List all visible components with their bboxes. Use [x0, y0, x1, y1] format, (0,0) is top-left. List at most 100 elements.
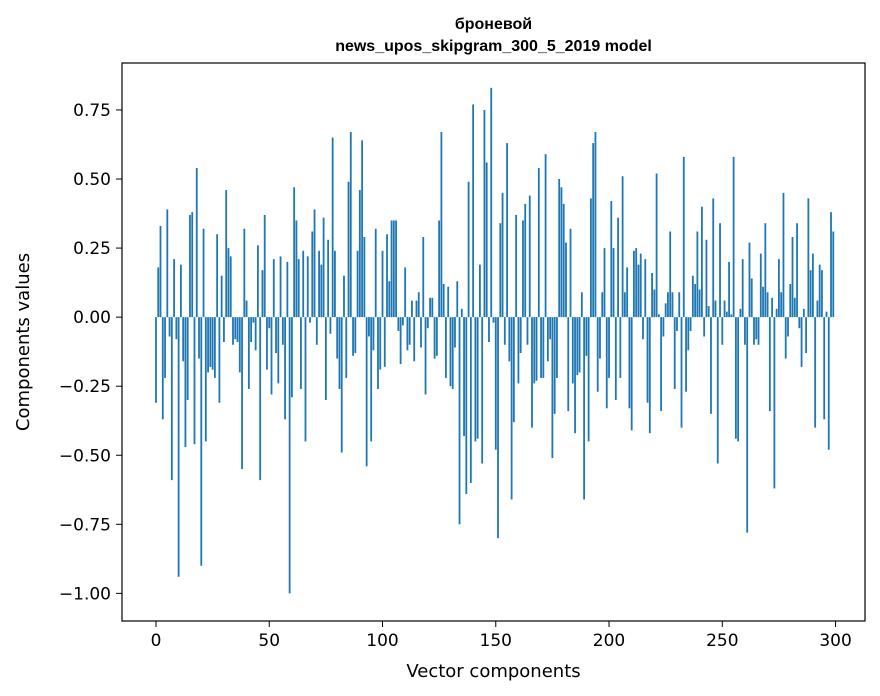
bar: [762, 286, 764, 318]
bar: [648, 317, 651, 434]
bar: [830, 212, 832, 318]
bar: [241, 317, 243, 470]
bar: [542, 317, 545, 378]
bar: [748, 242, 751, 318]
bar: [463, 317, 465, 436]
bar: [619, 317, 622, 378]
bar: [528, 195, 531, 318]
bar: [161, 317, 164, 420]
bar: [816, 300, 819, 318]
bar: [177, 317, 180, 577]
x-tick-label: 50: [258, 631, 280, 651]
bar: [263, 214, 266, 318]
bar: [442, 283, 445, 318]
bar: [821, 270, 823, 318]
bar: [540, 317, 542, 378]
bar: [431, 297, 434, 318]
bar: [556, 317, 558, 378]
bar: [449, 317, 452, 387]
bar: [773, 317, 776, 489]
bar: [488, 317, 490, 342]
bar: [599, 317, 601, 359]
bar: [655, 173, 658, 318]
bar: [343, 275, 345, 318]
bar: [562, 203, 565, 318]
bar: [354, 317, 357, 354]
bar: [669, 231, 672, 318]
bar: [664, 303, 667, 318]
bar: [508, 317, 511, 362]
bar: [277, 317, 280, 384]
bar: [768, 317, 771, 412]
bar: [340, 317, 343, 453]
bar: [456, 281, 459, 318]
bar: [635, 248, 638, 318]
bar: [204, 317, 207, 442]
bar: [379, 317, 382, 370]
bar: [445, 317, 447, 378]
bar: [576, 317, 579, 376]
bar: [268, 317, 271, 329]
bar: [175, 317, 178, 340]
bar: [297, 259, 300, 318]
bar: [780, 292, 783, 318]
bar: [753, 317, 755, 345]
bar: [295, 220, 298, 318]
bar: [515, 214, 518, 318]
bar: [657, 314, 660, 318]
bar: [617, 217, 619, 318]
bar: [537, 167, 540, 318]
bar: [825, 311, 828, 318]
bar: [623, 292, 626, 318]
bar: [685, 317, 687, 392]
bar: [546, 317, 549, 362]
bar: [784, 317, 787, 359]
bar: [580, 292, 583, 318]
bar: [510, 317, 513, 500]
bar: [465, 317, 468, 494]
bar: [802, 308, 805, 318]
bar: [164, 317, 166, 378]
bar: [651, 272, 653, 318]
bar: [304, 317, 307, 442]
bar: [721, 317, 724, 345]
chart-title-line-2: news_upos_skipgram_300_5_2019 model: [335, 38, 652, 55]
bar: [395, 220, 397, 318]
bar: [827, 317, 830, 450]
bar: [701, 206, 703, 318]
bar: [229, 256, 232, 318]
bar: [526, 317, 529, 345]
bar: [467, 181, 470, 318]
bar: [574, 317, 576, 434]
bar: [386, 234, 388, 318]
bar: [687, 317, 690, 351]
x-tick-label: 0: [151, 631, 162, 651]
bar: [614, 317, 617, 401]
bar: [184, 317, 187, 447]
bar: [193, 317, 196, 445]
bar: [782, 192, 785, 318]
bar: [741, 259, 744, 318]
bar: [739, 308, 742, 318]
bar: [318, 250, 320, 318]
bar: [397, 317, 400, 331]
bar: [472, 104, 475, 318]
bar: [585, 317, 588, 356]
bar: [320, 264, 323, 318]
y-tick-label: 0.25: [73, 239, 111, 259]
bar: [481, 317, 484, 464]
bar: [311, 231, 314, 318]
bar: [667, 292, 669, 318]
bar: [637, 264, 640, 318]
bar: [218, 317, 221, 403]
bar: [621, 176, 624, 318]
bar: [479, 264, 481, 318]
bar: [234, 317, 237, 340]
bar: [179, 264, 182, 318]
bar: [612, 248, 615, 318]
bar: [302, 250, 305, 318]
bar: [732, 156, 735, 318]
plot-area-frame: [121, 62, 866, 622]
bar: [334, 250, 336, 318]
